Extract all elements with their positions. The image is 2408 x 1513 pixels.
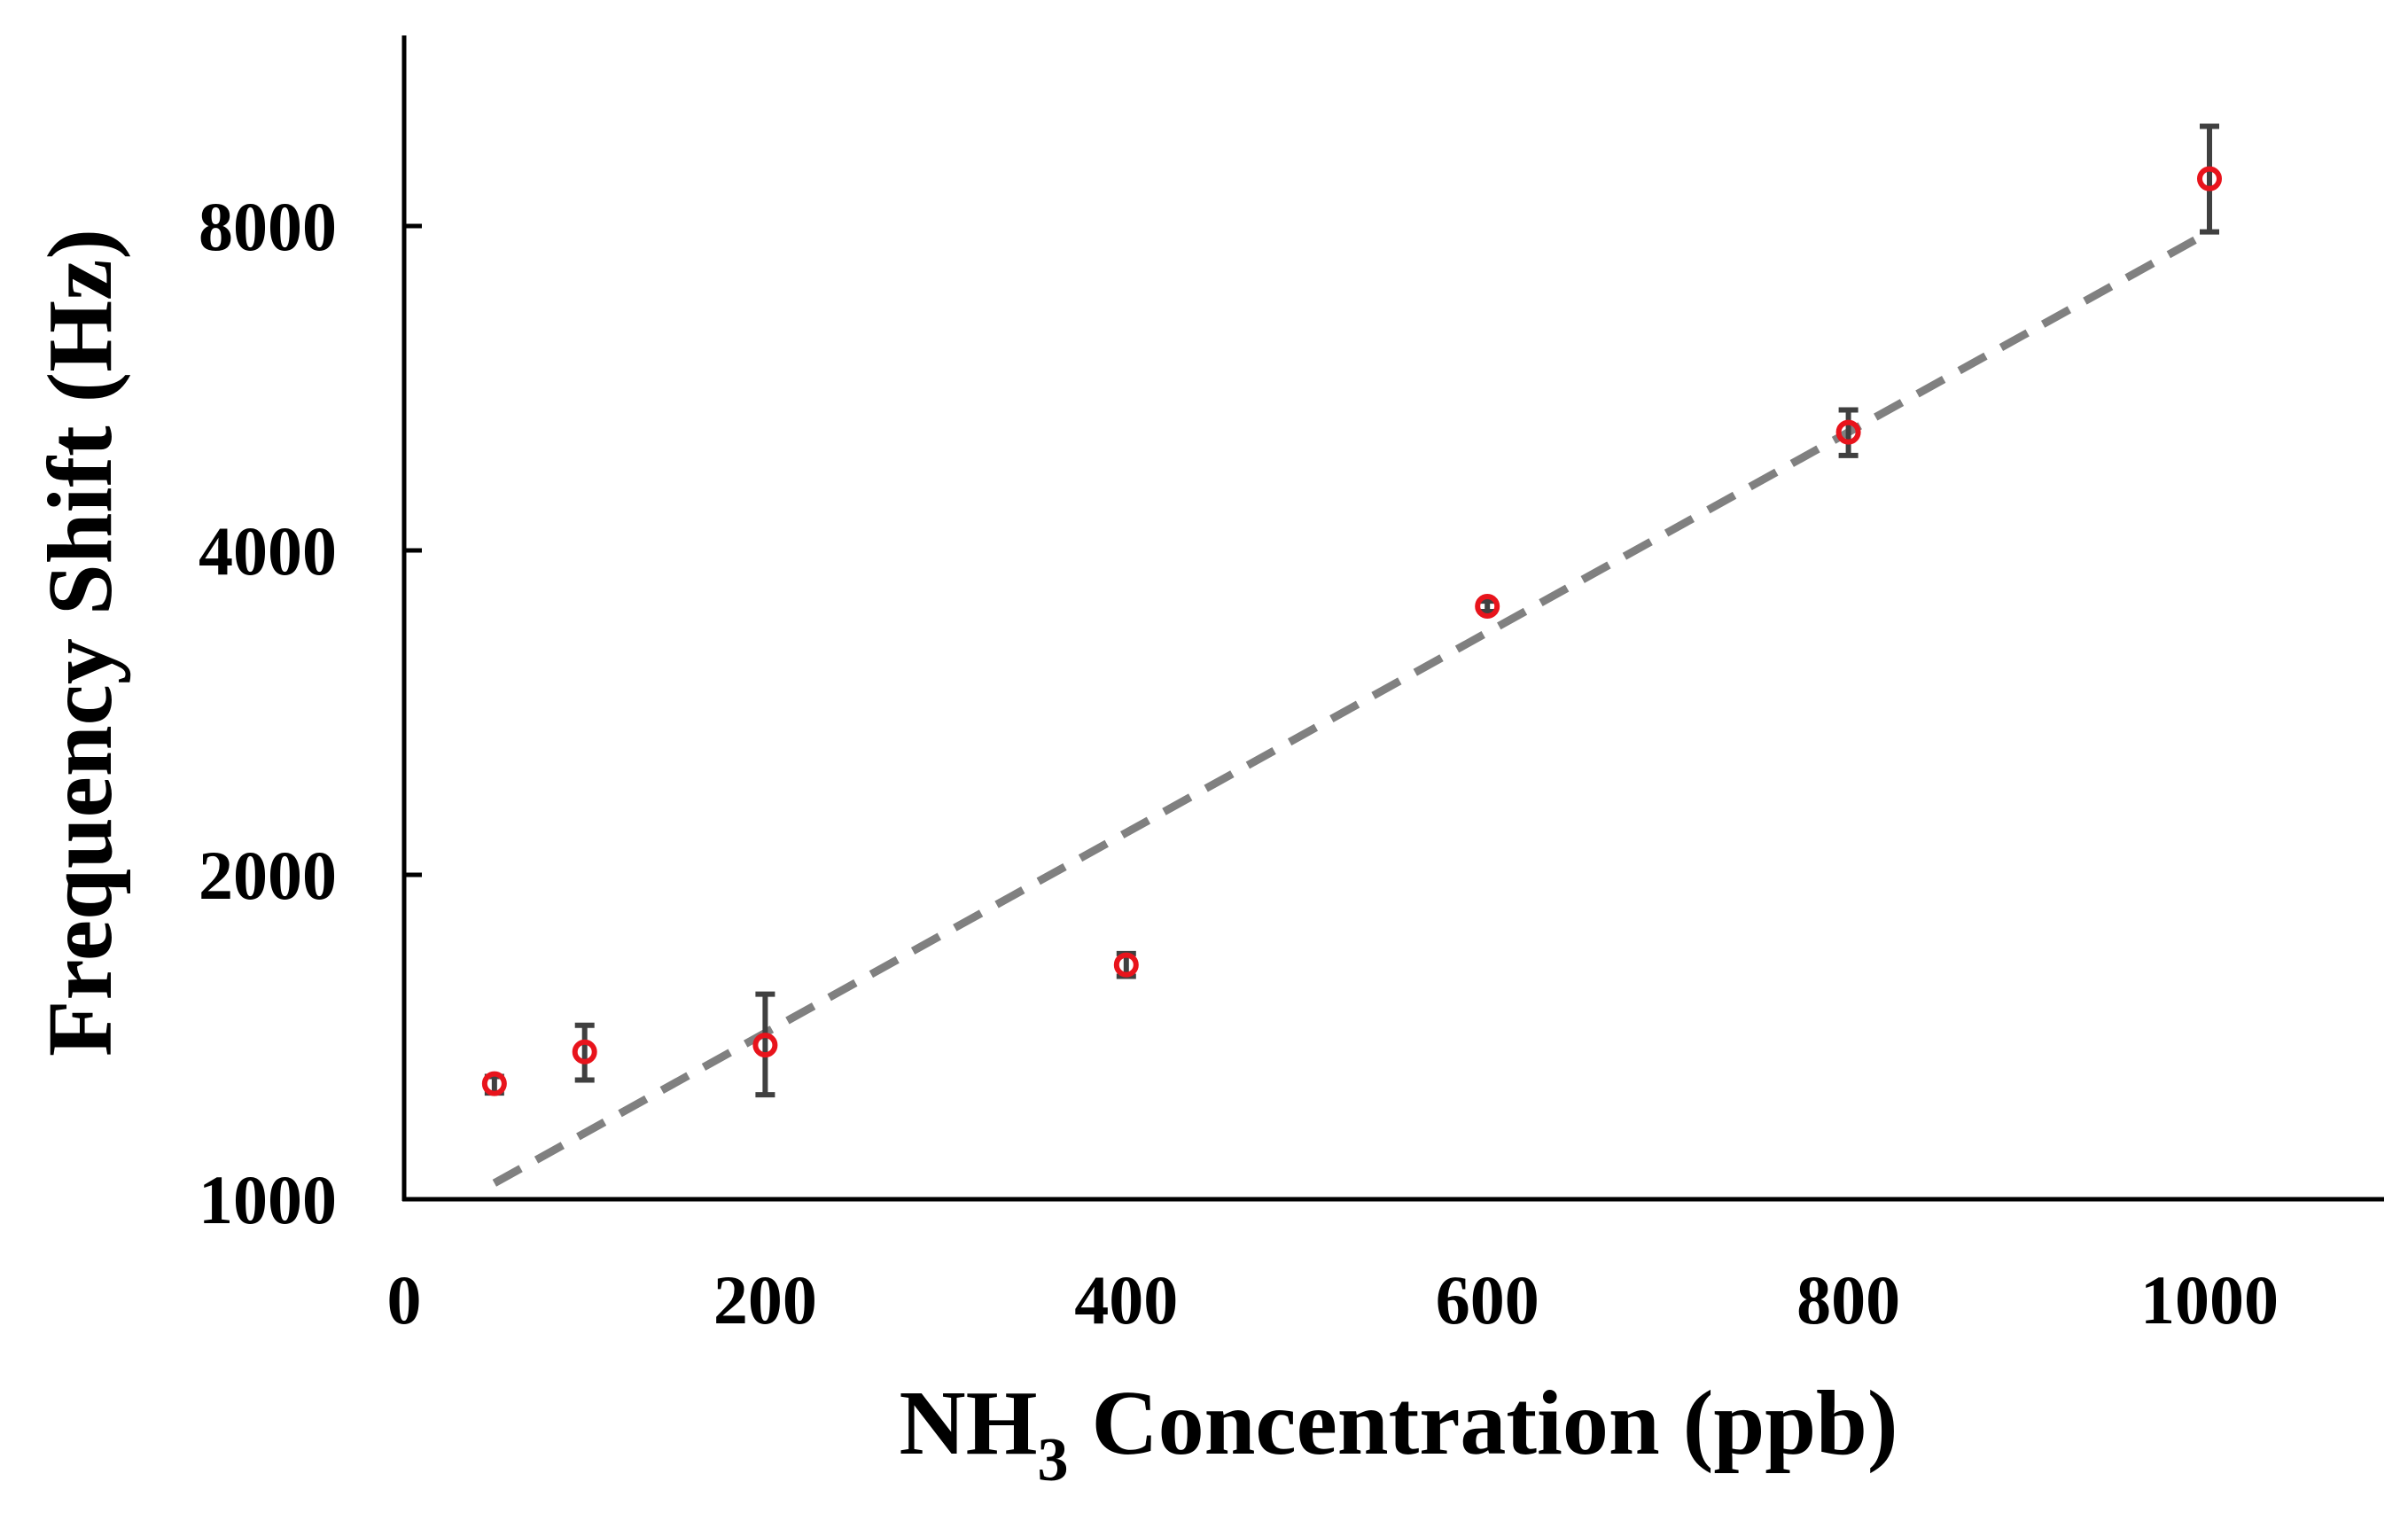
x-tick-label: 800 — [1796, 1261, 1900, 1338]
error-bar — [574, 1022, 595, 1083]
data-point — [481, 1071, 507, 1096]
y-tick-label: 4000 — [199, 512, 337, 589]
x-tick-label: 200 — [713, 1261, 817, 1338]
x-axis-title: NH3 Concentration (ppb) — [899, 1372, 1898, 1494]
x-tick-label: 400 — [1074, 1261, 1178, 1338]
y-tick-label: 8000 — [199, 188, 337, 265]
data-point — [752, 1033, 778, 1058]
x-tick-layer: 0 200 400 600 800 1000 — [387, 1261, 2279, 1338]
data-point — [1835, 419, 1861, 445]
error-bar — [1838, 407, 1859, 458]
x-axis-title-prefix: NH — [899, 1372, 1037, 1474]
x-axis-title-suffix: Concentration (ppb) — [1068, 1372, 1898, 1474]
x-tick-label: 1000 — [2140, 1261, 2279, 1338]
data-point — [572, 1039, 597, 1065]
error-bar — [755, 991, 775, 1098]
y-axis-title: Frequency Shift (Hz) — [29, 229, 131, 1057]
data-point-layer — [481, 166, 2222, 1096]
error-bar-layer — [484, 123, 2219, 1098]
error-bar — [2200, 123, 2219, 235]
x-tick-label: 600 — [1436, 1261, 1539, 1338]
x-tick-label: 0 — [387, 1261, 422, 1338]
fit-line — [492, 228, 2212, 1187]
data-point — [1475, 594, 1500, 620]
y-tick-layer: 1000 2000 4000 8000 — [199, 188, 422, 1238]
y-tick-label: 1000 — [199, 1161, 337, 1238]
y-tick-label: 2000 — [199, 837, 337, 914]
data-point — [1113, 952, 1139, 978]
fit-line-layer — [492, 228, 2212, 1187]
data-point — [2197, 166, 2222, 191]
x-axis-title-subscript: 3 — [1037, 1426, 1068, 1494]
